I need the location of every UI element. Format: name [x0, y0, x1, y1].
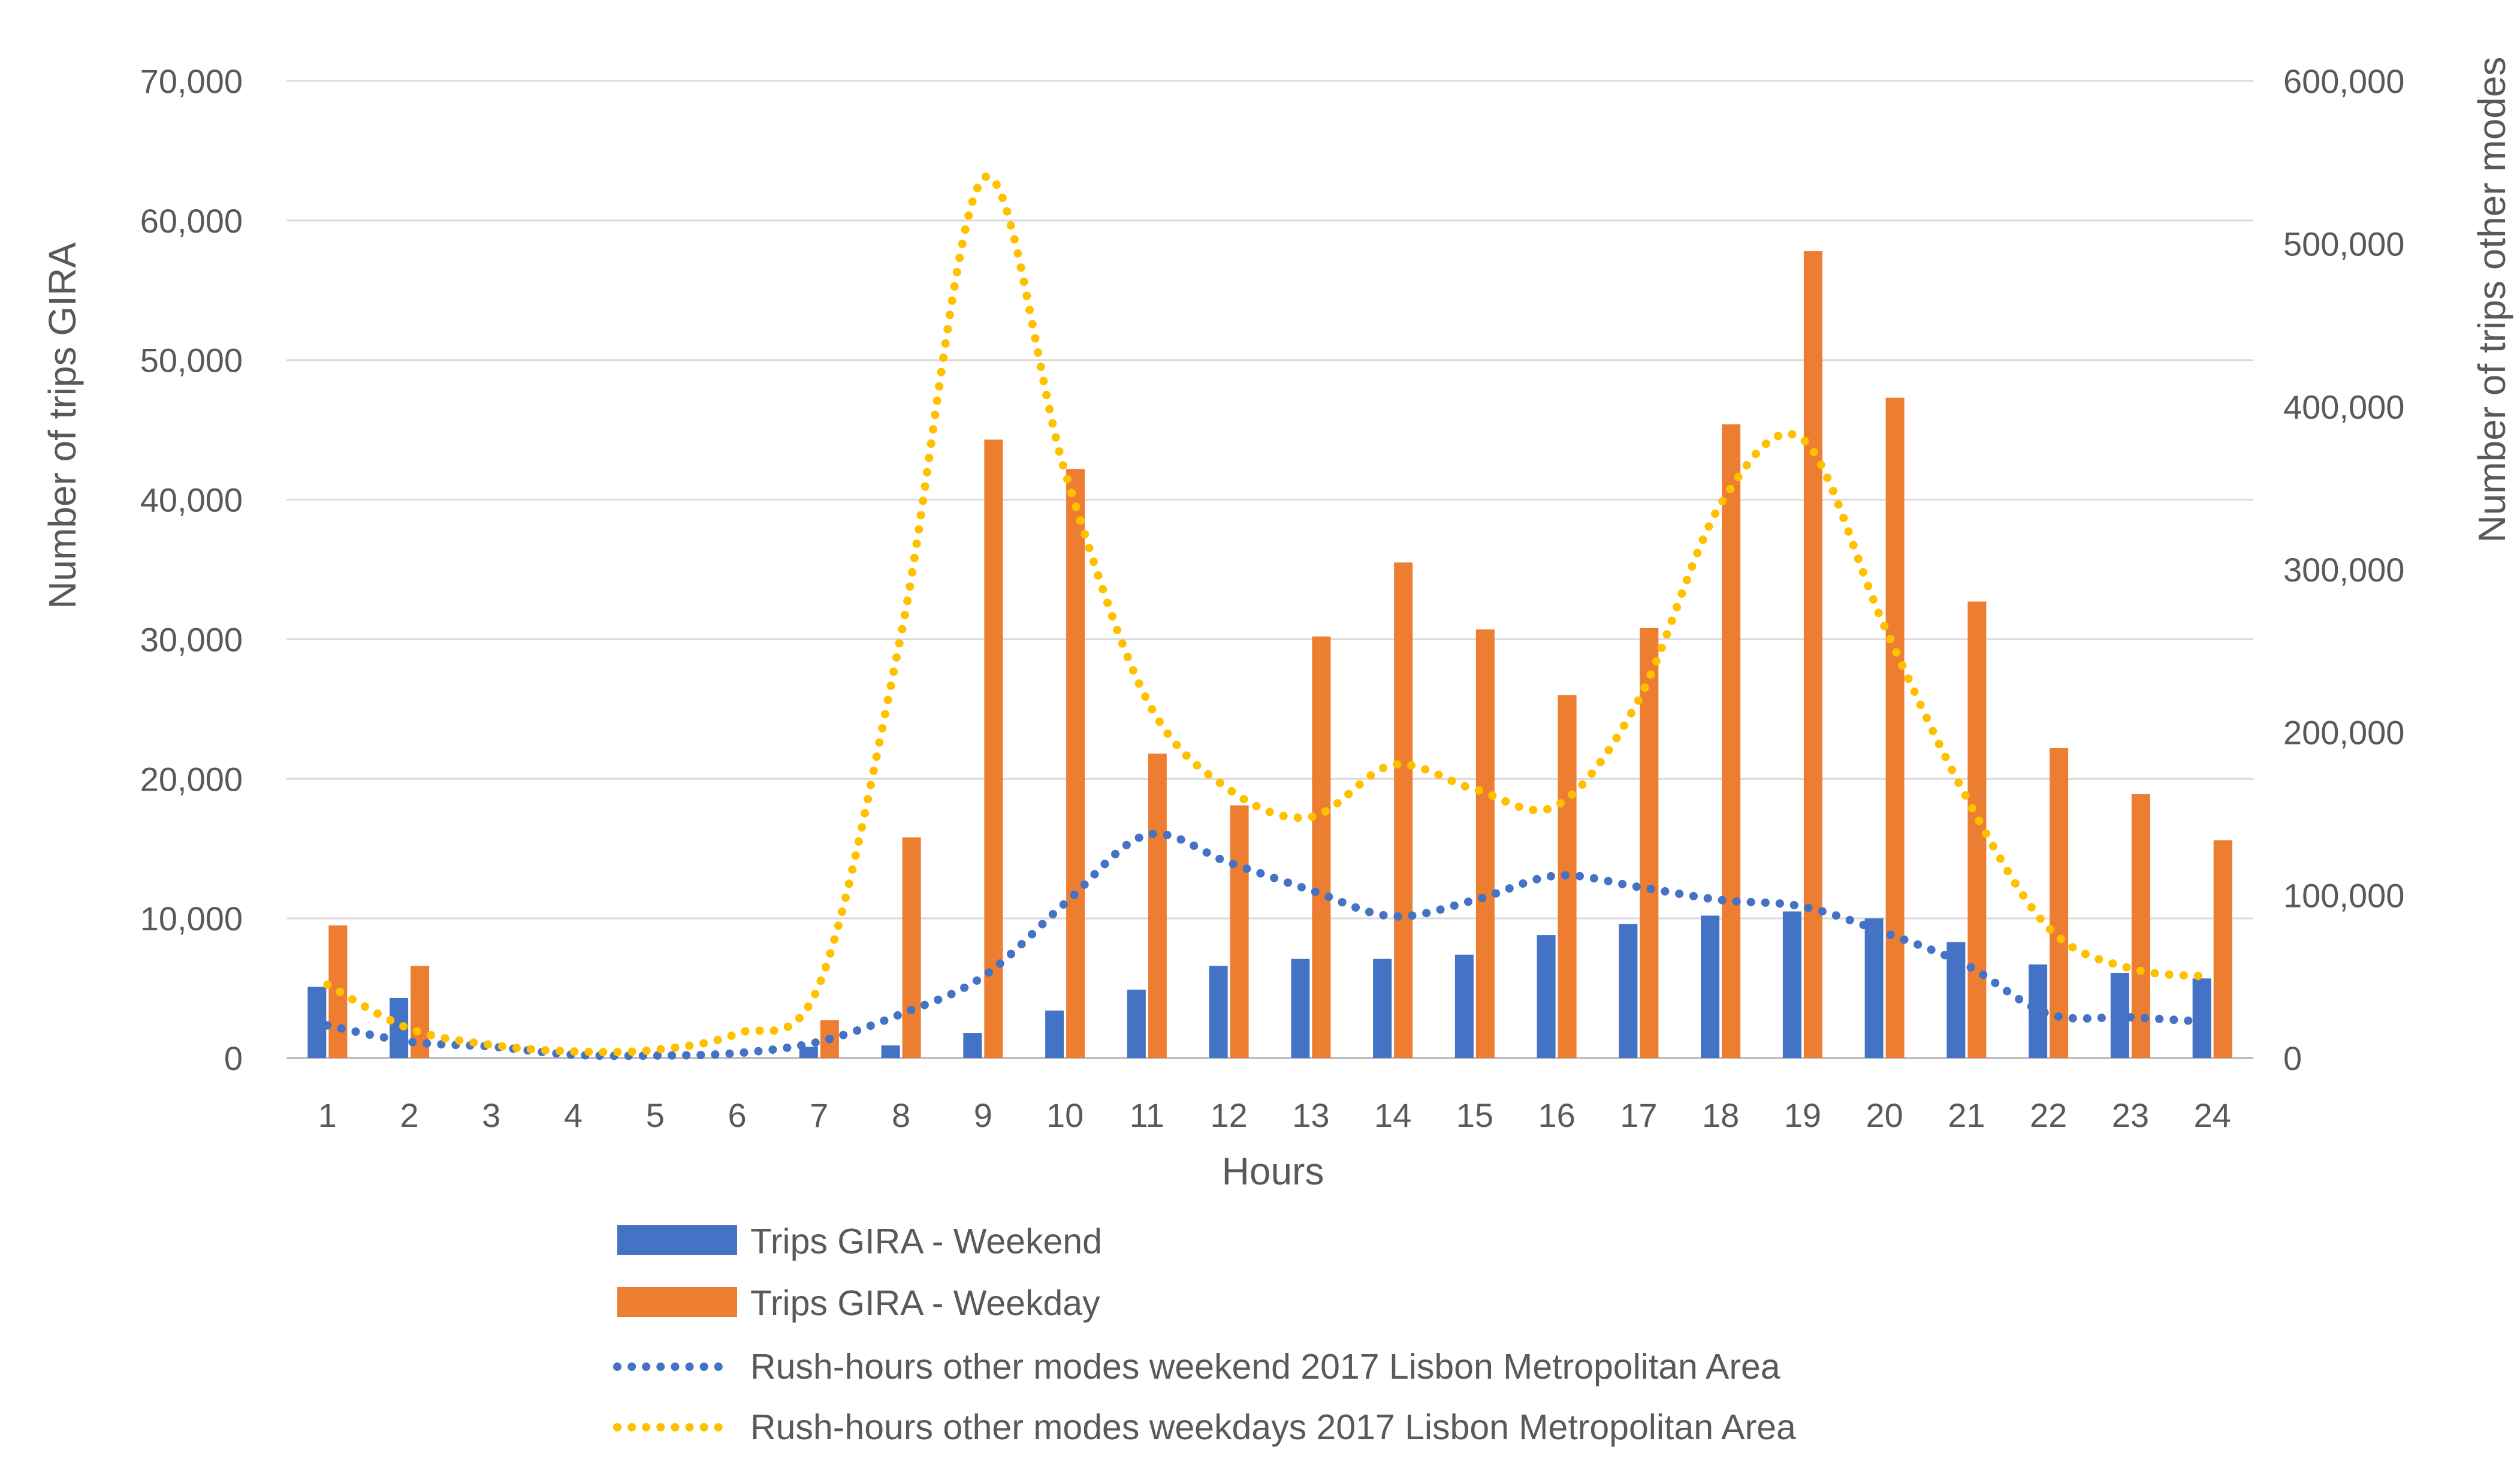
- legend-item: Trips GIRA - Weekend: [617, 1222, 1102, 1261]
- bar: [902, 837, 921, 1058]
- x-tick-label: 16: [1538, 1096, 1575, 1134]
- left-tick-label: 60,000: [140, 202, 243, 240]
- left-tick-label: 10,000: [140, 900, 243, 938]
- series-line: [323, 172, 2217, 1057]
- legend: Trips GIRA - Weekend Trips GIRA - Weekday…: [613, 1222, 1796, 1447]
- left-tick-label: 20,000: [140, 760, 243, 798]
- x-tick-label: 6: [728, 1096, 747, 1134]
- bar: [307, 987, 327, 1058]
- left-axis-title: Number of trips GIRA: [41, 242, 84, 609]
- x-tick-label: 8: [892, 1096, 910, 1134]
- right-tick-label: 500,000: [2283, 225, 2404, 263]
- bar: [1782, 911, 1801, 1058]
- x-tick-label: 1: [318, 1096, 337, 1134]
- left-tick-label: 40,000: [140, 481, 243, 519]
- right-tick-label: 600,000: [2283, 62, 2404, 100]
- right-tick-label: 100,000: [2283, 876, 2404, 914]
- series-line: [323, 830, 2217, 1060]
- bar: [1967, 601, 1987, 1058]
- bar: [1291, 958, 1310, 1058]
- legend-label: Trips GIRA - Weekend: [750, 1222, 1102, 1261]
- bar: [1640, 628, 1659, 1058]
- right-tick-label: 200,000: [2283, 714, 2404, 752]
- bar: [1148, 753, 1167, 1058]
- x-tick-label: 23: [2112, 1096, 2149, 1134]
- legend-label: Trips GIRA - Weekday: [750, 1283, 1100, 1323]
- x-tick-label: 18: [1702, 1096, 1739, 1134]
- left-tick-label: 0: [224, 1039, 243, 1077]
- bar: [881, 1045, 900, 1058]
- x-tick-label: 5: [646, 1096, 665, 1134]
- bar: [1701, 915, 1720, 1058]
- legend-label: Rush-hours other modes weekend 2017 Lisb…: [750, 1347, 1780, 1386]
- left-axis-ticks: 0 10,000 20,000 30,000 40,000 50,000 60,000 70,…: [140, 62, 243, 1077]
- bar: [1373, 958, 1392, 1058]
- legend-item: Rush-hours other modes weekdays 2017 Lis…: [613, 1407, 1796, 1447]
- x-axis-ticks: 1 2 3 4 5 6 7 8 9 10 11 12 13 14 15 16 17 18 19 20 21 22 23 24: [318, 1096, 2231, 1134]
- x-axis-title: Hours: [1222, 1150, 1324, 1193]
- bars: [307, 251, 2232, 1059]
- x-tick-label: 17: [1620, 1096, 1657, 1134]
- bar: [1864, 918, 1884, 1058]
- left-tick-label: 30,000: [140, 620, 243, 658]
- bar: [963, 1033, 982, 1058]
- right-axis-ticks: 0 100,000 200,000 300,000 400,000 500,000 600,…: [2283, 62, 2404, 1077]
- bar: [2131, 794, 2150, 1058]
- bar: [1619, 924, 1638, 1058]
- bar: [1209, 966, 1228, 1058]
- x-tick-label: 24: [2193, 1096, 2231, 1134]
- x-tick-label: 19: [1784, 1096, 1821, 1134]
- x-tick-label: 11: [1130, 1096, 1164, 1134]
- x-tick-label: 7: [810, 1096, 828, 1134]
- x-tick-label: 22: [2030, 1096, 2067, 1134]
- x-tick-label: 3: [482, 1096, 500, 1134]
- bar: [1722, 424, 1741, 1058]
- bar: [1885, 397, 1905, 1058]
- bar: [2050, 748, 2069, 1058]
- bar: [1045, 1010, 1064, 1058]
- legend-item: Trips GIRA - Weekday: [617, 1283, 1100, 1323]
- bar: [1454, 954, 1474, 1058]
- x-tick-label: 15: [1456, 1096, 1493, 1134]
- left-tick-label: 70,000: [140, 62, 243, 100]
- x-tick-label: 10: [1046, 1096, 1084, 1134]
- bar: [1475, 629, 1495, 1058]
- bar: [1537, 935, 1556, 1058]
- bar: [1066, 469, 1085, 1058]
- gridlines: [286, 80, 2253, 1059]
- bar: [1803, 251, 1822, 1059]
- x-tick-label: 21: [1948, 1096, 1985, 1134]
- right-axis-title: Number of trips other modes: [2470, 57, 2513, 543]
- bar: [984, 439, 1003, 1058]
- bar: [1127, 989, 1146, 1058]
- x-tick-label: 13: [1292, 1096, 1329, 1134]
- x-tick-label: 12: [1210, 1096, 1247, 1134]
- bar: [2213, 840, 2232, 1058]
- x-tick-label: 4: [564, 1096, 583, 1134]
- right-tick-label: 300,000: [2283, 551, 2404, 589]
- x-tick-label: 2: [400, 1096, 419, 1134]
- x-tick-label: 20: [1866, 1096, 1903, 1134]
- right-tick-label: 400,000: [2283, 388, 2404, 426]
- legend-swatch: [617, 1225, 737, 1255]
- legend-label: Rush-hours other modes weekdays 2017 Lis…: [750, 1407, 1796, 1447]
- right-tick-label: 0: [2283, 1039, 2302, 1077]
- bar: [1312, 636, 1331, 1058]
- dotted-lines: [323, 172, 2217, 1060]
- left-tick-label: 50,000: [140, 342, 243, 379]
- legend-item: Rush-hours other modes weekend 2017 Lisb…: [613, 1347, 1780, 1386]
- bar: [1394, 562, 1413, 1058]
- bar: [1230, 805, 1249, 1058]
- bar: [799, 1047, 818, 1058]
- legend-swatch: [617, 1287, 737, 1317]
- x-tick-label: 14: [1374, 1096, 1411, 1134]
- x-tick-label: 9: [974, 1096, 992, 1134]
